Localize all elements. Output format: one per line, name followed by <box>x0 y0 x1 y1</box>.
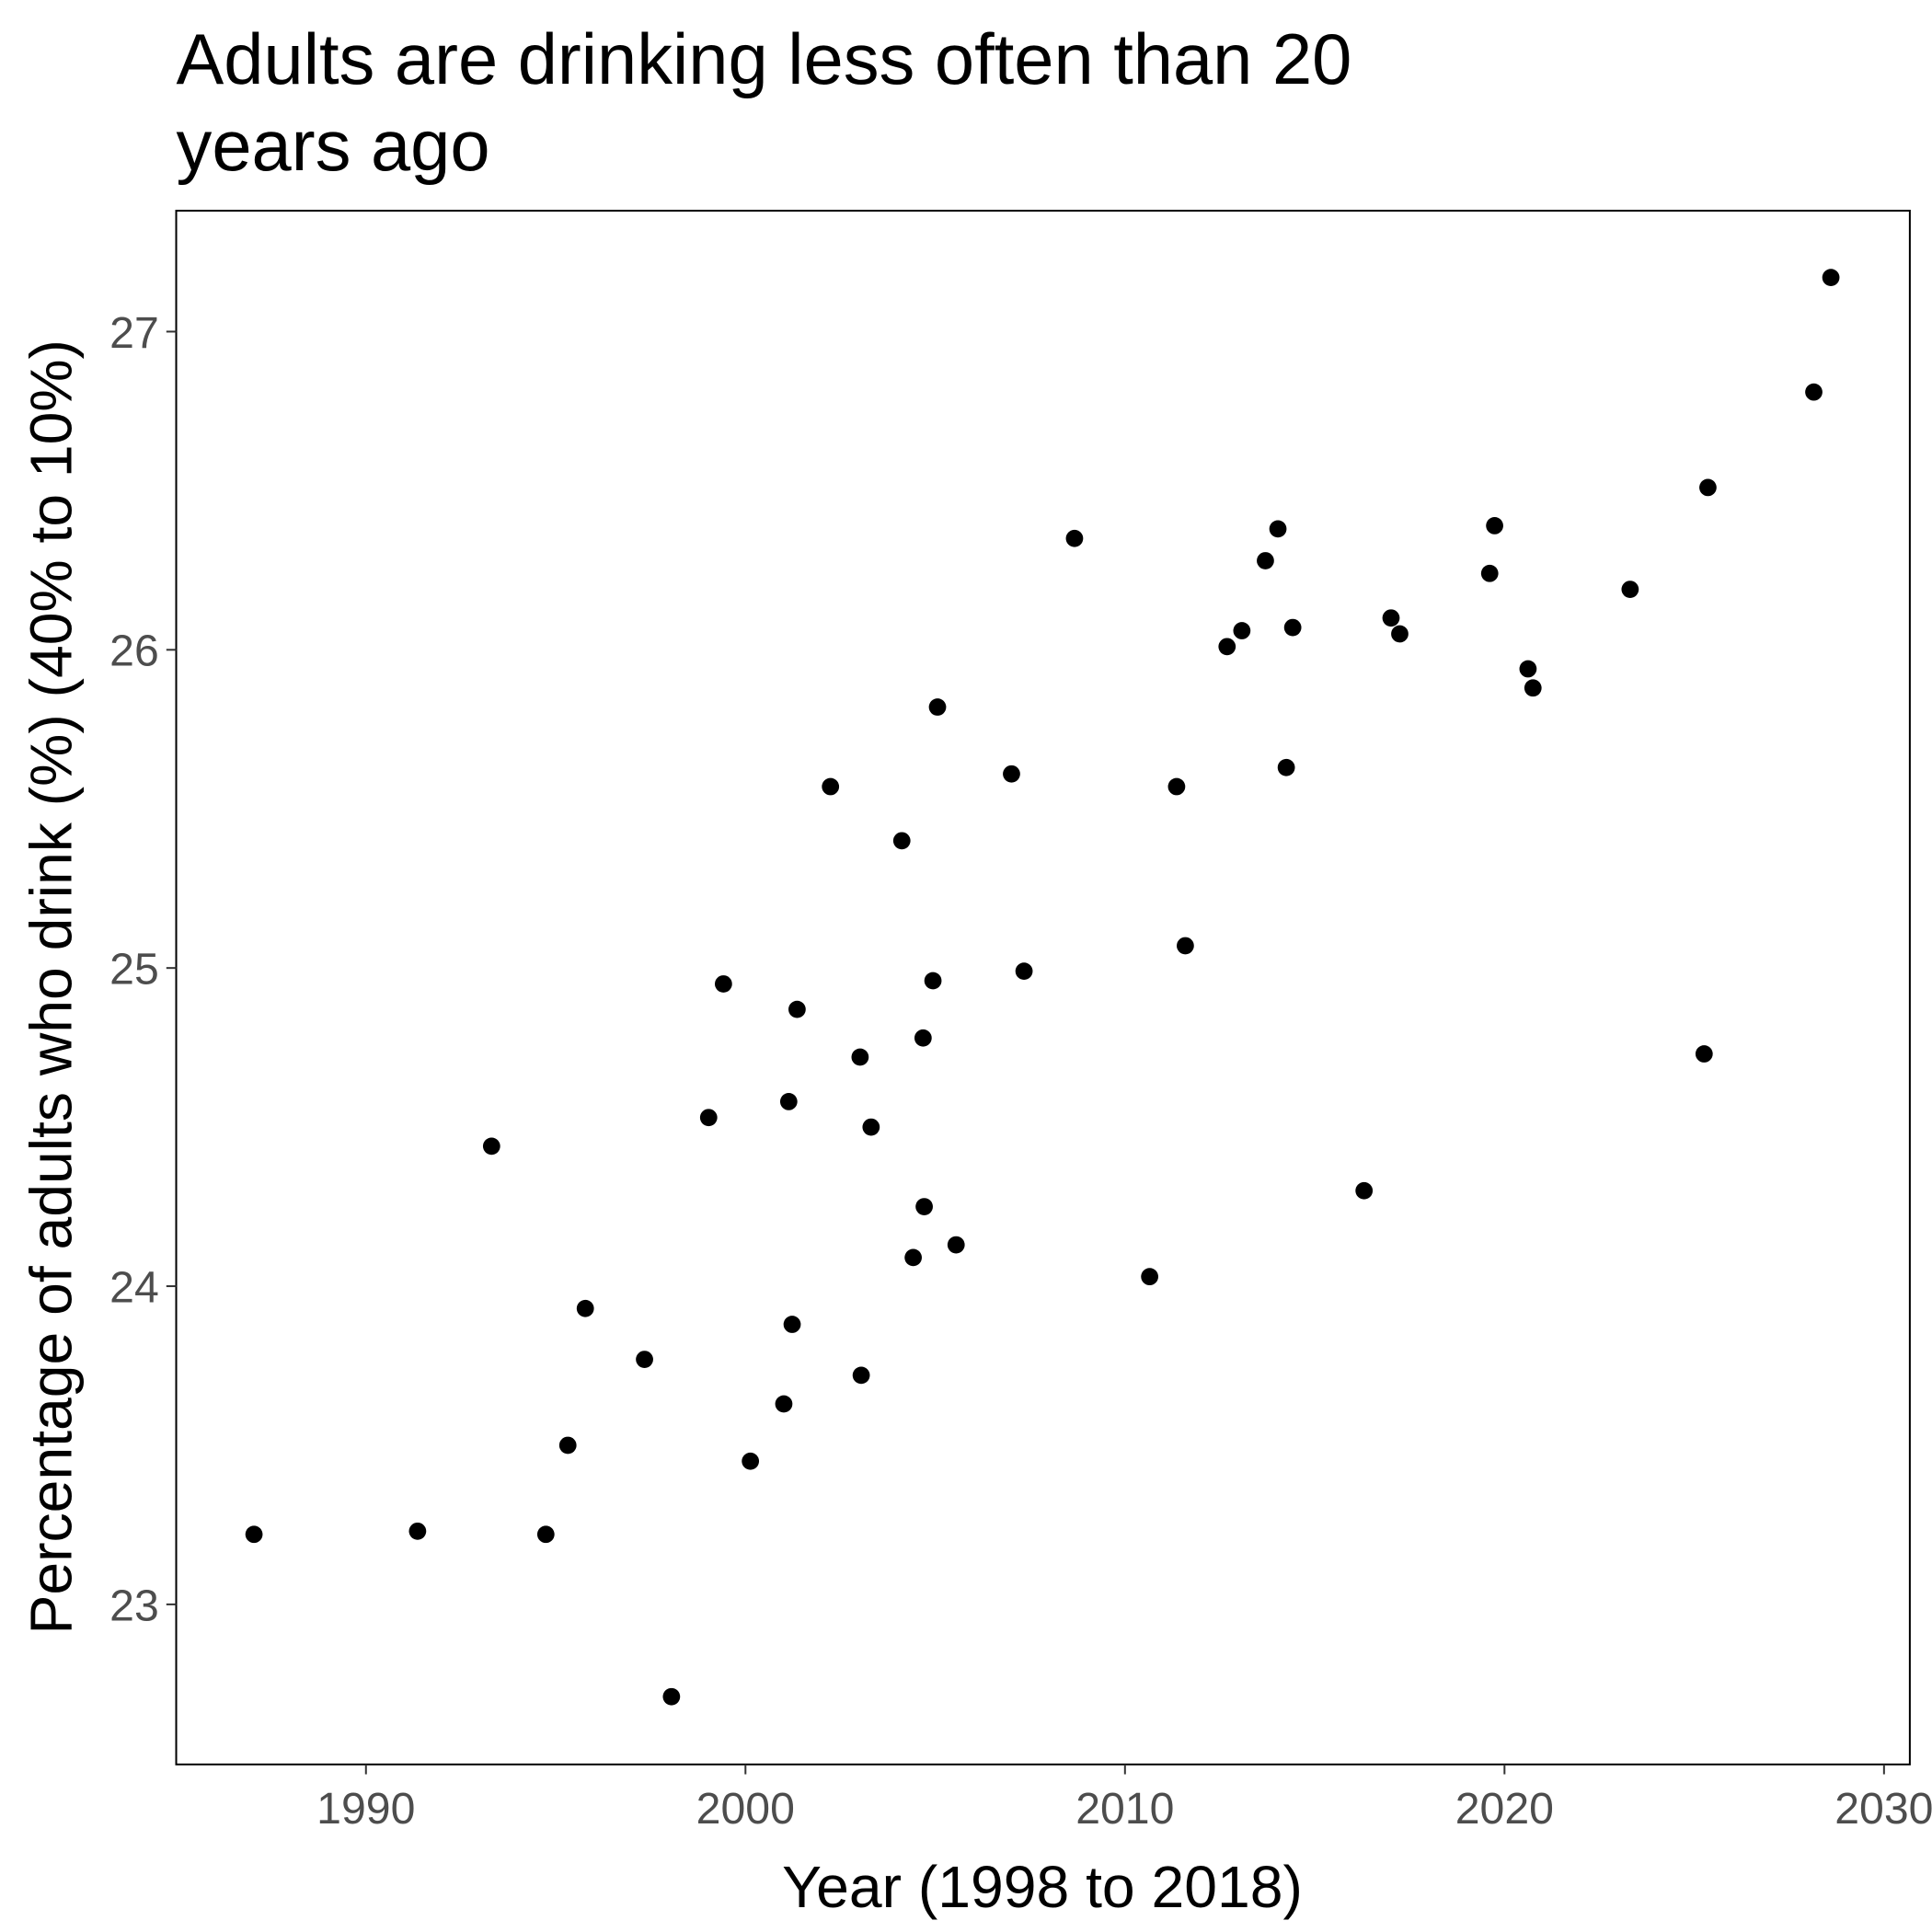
y-tick-label: 27 <box>109 308 159 358</box>
point <box>1257 552 1274 569</box>
y-tick-label: 26 <box>109 627 159 676</box>
point <box>851 1048 869 1066</box>
point <box>636 1351 653 1368</box>
point <box>1141 1268 1158 1286</box>
point <box>783 1316 801 1333</box>
point <box>1621 581 1639 598</box>
point <box>852 1366 870 1385</box>
point <box>915 1198 933 1215</box>
point <box>1283 618 1302 637</box>
point <box>1177 937 1194 955</box>
x-axis-title: Year (1998 to 2018) <box>782 1854 1303 1920</box>
point <box>1805 383 1823 401</box>
point <box>1699 478 1717 497</box>
point <box>914 1029 932 1047</box>
point <box>1233 622 1251 639</box>
point <box>1167 777 1186 796</box>
point <box>788 1000 806 1018</box>
point <box>576 1299 594 1317</box>
point <box>928 698 947 716</box>
x-tick-label: 2010 <box>1075 1784 1174 1834</box>
point <box>1065 529 1084 547</box>
point <box>1355 1181 1374 1200</box>
point <box>1695 1045 1713 1063</box>
point <box>779 1093 798 1110</box>
point <box>1524 679 1542 697</box>
x-tick-label: 2000 <box>696 1784 795 1834</box>
point <box>1486 517 1503 535</box>
point <box>1822 269 1840 287</box>
point <box>1015 962 1033 981</box>
point <box>699 1109 718 1127</box>
point <box>1277 758 1295 776</box>
point <box>904 1248 922 1267</box>
y-tick-label: 24 <box>109 1262 159 1312</box>
x-tick-label: 1990 <box>316 1784 415 1834</box>
plot-border <box>175 210 1911 1765</box>
point <box>742 1452 760 1470</box>
x-tick-label: 2030 <box>1834 1784 1932 1834</box>
point <box>714 975 732 993</box>
point <box>662 1687 681 1706</box>
y-tick-label: 25 <box>109 945 159 995</box>
x-tick-label: 2020 <box>1455 1784 1554 1834</box>
point <box>822 777 840 796</box>
chart-title: Adults are drinking less often than 20 <box>177 20 1352 99</box>
point <box>1218 638 1236 656</box>
point <box>892 832 911 850</box>
point <box>1391 625 1409 643</box>
chart-title: years ago <box>177 107 490 186</box>
point <box>408 1522 427 1540</box>
point <box>1480 564 1499 582</box>
point <box>947 1236 965 1254</box>
point <box>245 1525 263 1544</box>
point <box>862 1118 880 1136</box>
point <box>558 1436 577 1455</box>
point <box>924 972 942 990</box>
y-axis-title: Percentage of adults who drink (%) (40% … <box>18 339 85 1634</box>
point <box>1269 520 1287 538</box>
point <box>482 1137 500 1156</box>
point <box>775 1395 793 1413</box>
y-tick-label: 23 <box>109 1581 159 1630</box>
point <box>1382 609 1400 627</box>
point <box>1519 660 1537 678</box>
point <box>1003 765 1020 783</box>
point <box>536 1525 555 1544</box>
